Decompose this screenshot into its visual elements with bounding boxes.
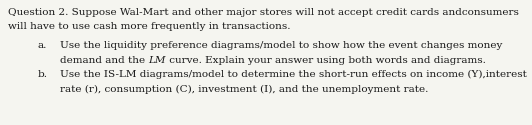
Text: rate (r), consumption (C), investment (I), and the unemployment rate.: rate (r), consumption (C), investment (I… [60, 85, 428, 94]
Text: Use the liquidity preference diagrams/model to show how the event changes money: Use the liquidity preference diagrams/mo… [60, 41, 502, 50]
Text: will have to use cash more frequently in transactions.: will have to use cash more frequently in… [8, 22, 290, 32]
Text: b.: b. [38, 70, 48, 79]
Text: LM: LM [148, 56, 166, 65]
Text: a.: a. [38, 41, 47, 50]
Text: curve. Explain your answer using both words and diagrams.: curve. Explain your answer using both wo… [166, 56, 486, 65]
Text: Use the IS-LM diagrams/model to determine the short-run effects on income (Y),in: Use the IS-LM diagrams/model to determin… [60, 70, 527, 80]
Text: demand and the: demand and the [60, 56, 148, 65]
Text: Question 2. Suppose Wal-Mart and other major stores will not accept credit cards: Question 2. Suppose Wal-Mart and other m… [8, 8, 519, 17]
